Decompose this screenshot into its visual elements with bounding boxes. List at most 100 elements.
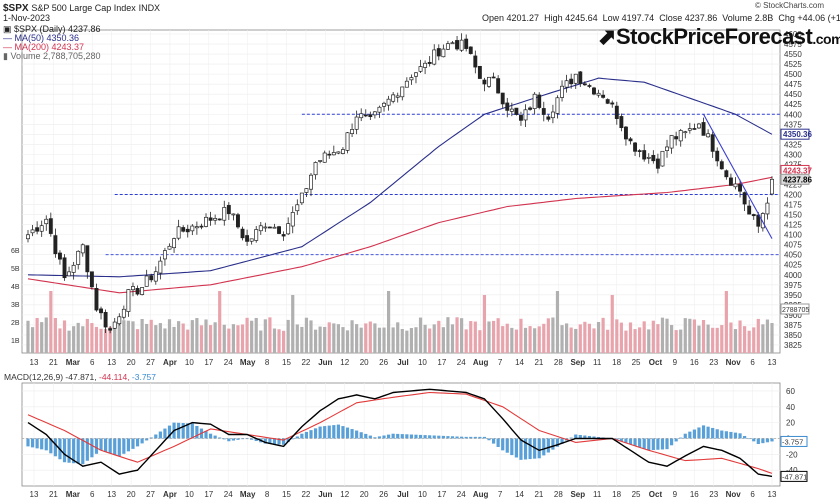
macd-histogram-bar [231,438,235,441]
candle-body [742,192,747,205]
macd-histogram-bar [706,426,710,439]
macd-histogram-bar [186,423,190,439]
volume-bar [409,328,414,353]
volume-bar [140,319,144,353]
price-tick-label: 4325 [784,140,802,149]
candle-body [213,218,218,221]
volume-bar [240,324,245,353]
volume-bar [756,318,760,353]
volume-bar [473,321,477,353]
candle-body [249,238,254,242]
x-tick-label: May [240,358,256,367]
macd-histogram-bar [286,438,290,443]
volume-bar [505,323,509,353]
macd-histogram-bar [583,435,587,439]
candle-body [190,225,195,232]
macd-histogram-bar [523,438,528,460]
macd-histogram-bar [505,438,509,453]
candle-body [181,227,186,232]
volume-bar [560,325,564,353]
candle-body [532,93,537,110]
candle-body [482,79,487,85]
macd-histogram-bar [674,438,678,442]
macd-histogram-bar [140,438,144,444]
volume-bar [364,323,368,353]
price-tick-label: 4575 [784,40,802,49]
volume-bar [587,323,592,353]
volume-bar [396,322,400,353]
volume-bar [642,321,646,353]
volume-bar [441,327,445,353]
macd-histogram-bar [400,434,404,439]
macd-histogram-bar [514,438,518,458]
candle-body [53,235,58,255]
price-tick-label: 3875 [784,321,802,330]
macd-histogram-bar [30,438,35,448]
x-tick-label: Nov [726,358,742,367]
volume-bar [172,326,176,353]
candle-body [236,214,240,228]
candle-body [254,229,259,241]
macd-histogram-bar [647,438,651,451]
macd-histogram-bar [377,436,382,439]
volume-bar [624,330,628,353]
macd-histogram-bar [546,438,550,453]
x-tick-label: 20 [360,358,369,367]
macd-histogram-bar [724,431,728,439]
volume-bar [227,328,231,353]
candle-body [404,80,409,88]
macd-histogram-bar [94,438,99,454]
macd-histogram-bar [679,437,683,439]
macd-histogram-bar [450,436,455,439]
macd-histogram-bar [295,436,299,439]
candle-body [80,244,85,254]
volume-bar [85,318,89,353]
candle-body [363,114,368,117]
volume-bar [565,323,569,353]
volume-bar [122,320,126,353]
macd-tick-label: 40 [786,403,795,412]
candle-body [377,106,382,113]
macd-histogram-bar [90,438,94,458]
x-tick-label-macd: 18 [612,490,621,499]
macd-histogram-bar [446,436,450,439]
volume-bar [501,326,505,353]
macd-histogram-bar [542,438,546,456]
x-tick-label: 25 [632,358,641,367]
volume-bar [720,325,724,353]
price-tick-label: 4550 [784,50,802,59]
candle-body [35,227,40,232]
candle-body [596,92,601,96]
volume-bar [743,326,747,353]
candle-body [587,85,592,87]
volume-bar [615,319,619,353]
candle-body [277,226,281,234]
candle-body [423,62,428,68]
x-tick-label-macd: 13 [30,490,39,499]
x-tick-label: 27 [146,358,155,367]
macd-histogram-bar [85,438,89,461]
macd-histogram-bar [254,438,258,442]
volume-bar [669,324,674,353]
candle-body [126,289,131,312]
x-tick-label-macd: 22 [301,490,310,499]
volume-bar [437,320,441,353]
candle-body [99,308,103,314]
candle-body [336,151,341,154]
volume-bar [683,318,687,353]
volume-bar [336,324,340,353]
macd-histogram-bar [313,428,318,439]
macd-line [27,388,773,478]
x-tick-label: 17 [437,358,446,367]
x-tick-label-macd: 10 [185,490,194,499]
volume-bar [204,319,208,353]
candle-body [660,150,665,167]
x-tick-label: Oct [649,358,663,367]
candle-body [582,83,587,86]
macd-histogram-bar [131,438,135,449]
x-tick-label-macd: 27 [146,490,155,499]
macd-histogram-bar [318,426,322,439]
macd-histogram-bar [528,438,532,460]
volume-bar [660,317,665,353]
volume-bar [633,329,637,353]
